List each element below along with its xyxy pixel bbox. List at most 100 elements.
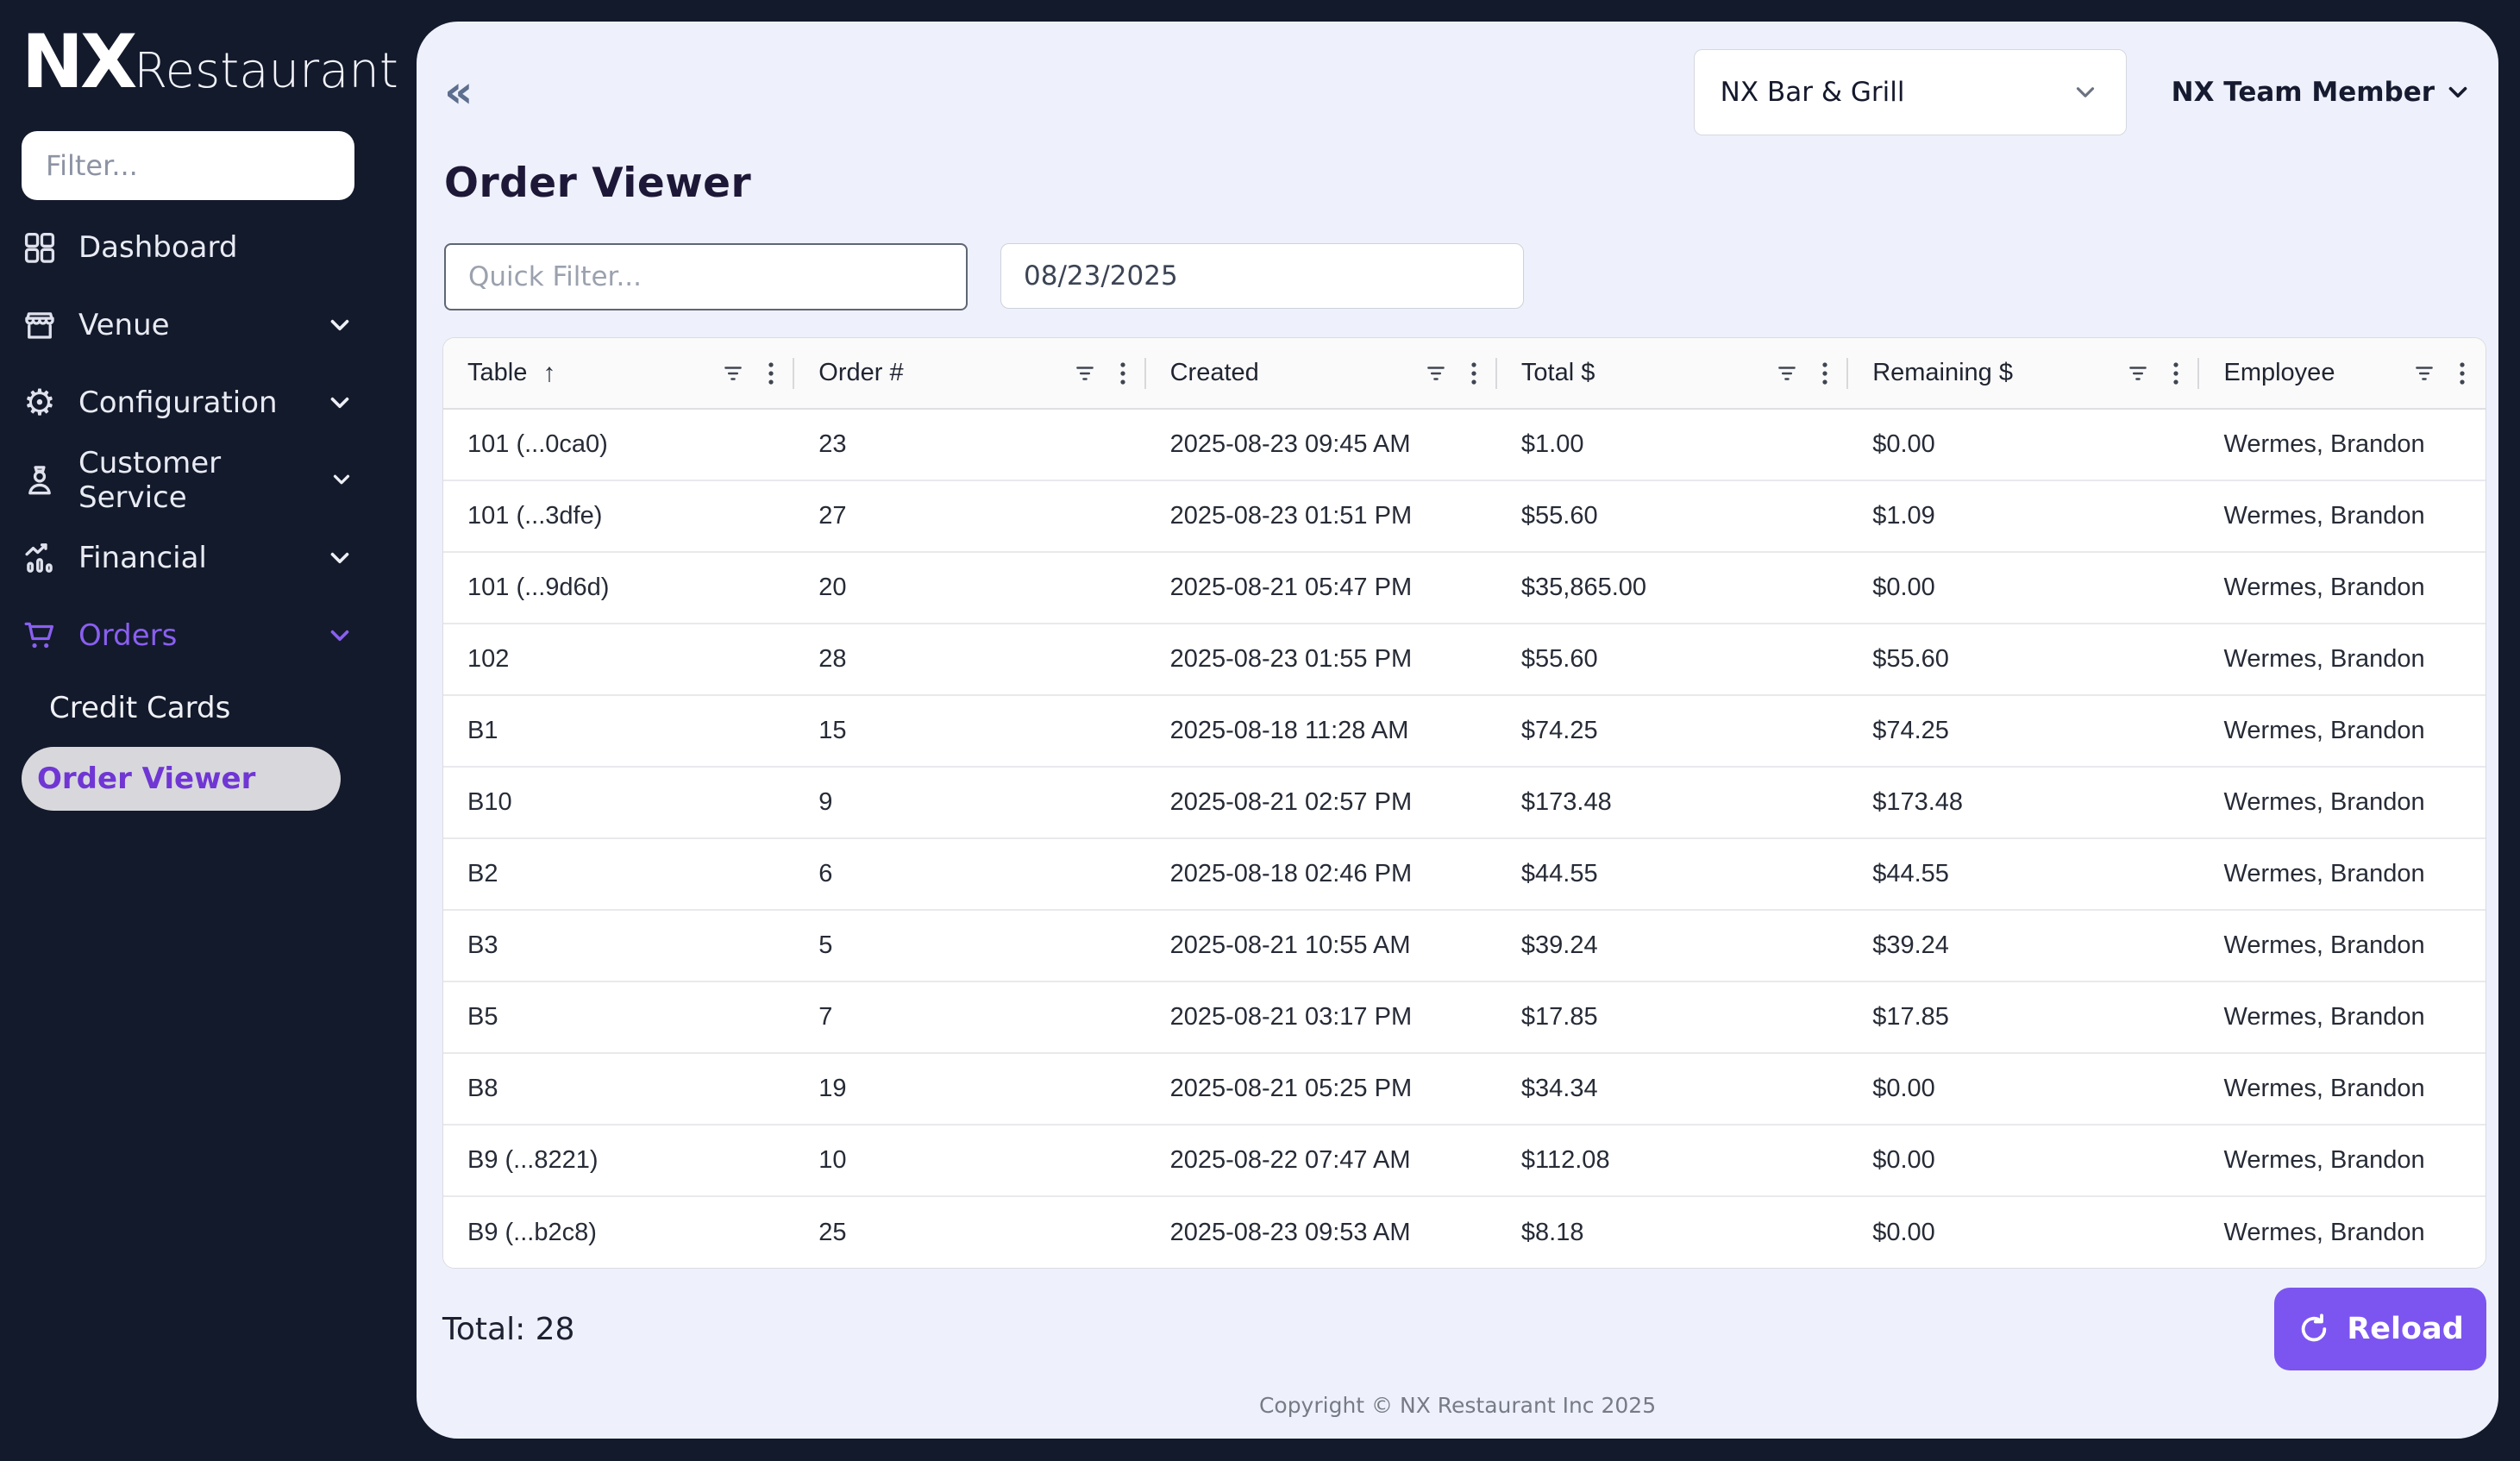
- venue-select-value: NX Bar & Grill: [1720, 77, 1905, 108]
- filter-icon[interactable]: [1776, 362, 1798, 385]
- cell-remaining: $55.60: [1848, 623, 2200, 695]
- filter-icon[interactable]: [1074, 362, 1096, 385]
- orders-table-card: Table ↑: [442, 337, 2487, 1269]
- cell-created: 2025-08-21 03:17 PM: [1145, 981, 1497, 1053]
- sidebar-item-label: Orders: [78, 618, 178, 653]
- table-header: Table ↑: [443, 338, 2486, 410]
- cell-order: 7: [794, 981, 1146, 1053]
- table-row[interactable]: 102 28 2025-08-23 01:55 PM $55.60 $55.60…: [443, 623, 2486, 695]
- cell-total: $8.18: [1496, 1195, 1849, 1268]
- cell-order: 6: [794, 837, 1146, 910]
- cell-employee: Wermes, Brandon: [2199, 1124, 2486, 1196]
- cell-order: 28: [794, 623, 1146, 695]
- cell-remaining: $173.48: [1848, 766, 2200, 838]
- filter-icon[interactable]: [722, 362, 744, 385]
- table-row[interactable]: 101 (...9d6d) 20 2025-08-21 05:47 PM $35…: [443, 551, 2486, 624]
- chevron-down-icon: [325, 621, 354, 650]
- main-panel: « NX Bar & Grill NX Team Member Order Vi…: [417, 22, 2499, 1439]
- table-row[interactable]: B8 19 2025-08-21 05:25 PM $34.34 $0.00 W…: [443, 1052, 2486, 1125]
- user-menu[interactable]: NX Team Member: [2172, 77, 2473, 108]
- sidebar: NX Restaurant Dashboard: [0, 0, 417, 1461]
- cell-created: 2025-08-23 09:53 AM: [1145, 1195, 1497, 1268]
- kebab-menu-icon[interactable]: [2458, 361, 2467, 386]
- venue-select[interactable]: NX Bar & Grill: [1693, 49, 2127, 135]
- total-count-label: Total: 28: [442, 1311, 575, 1347]
- cell-total: $112.08: [1496, 1124, 1849, 1196]
- column-header-created[interactable]: Created: [1145, 338, 1497, 410]
- table-row[interactable]: B10 9 2025-08-21 02:57 PM $173.48 $173.4…: [443, 766, 2486, 838]
- table-body: 101 (...0ca0) 23 2025-08-23 09:45 AM $1.…: [443, 409, 2486, 1268]
- cell-table: B8: [443, 1052, 795, 1125]
- table-row[interactable]: 101 (...0ca0) 23 2025-08-23 09:45 AM $1.…: [443, 409, 2486, 480]
- table-row[interactable]: B1 15 2025-08-18 11:28 AM $74.25 $74.25 …: [443, 694, 2486, 767]
- reload-button-label: Reload: [2347, 1312, 2464, 1346]
- cell-created: 2025-08-18 02:46 PM: [1145, 837, 1497, 910]
- cell-order: 25: [794, 1195, 1146, 1268]
- kebab-menu-icon[interactable]: [1119, 361, 1127, 386]
- column-header-remaining[interactable]: Remaining $: [1848, 338, 2200, 410]
- cell-table: B1: [443, 694, 795, 767]
- sidebar-subitem-order-viewer-active[interactable]: Order Viewer: [22, 747, 341, 811]
- cell-total: $55.60: [1496, 480, 1849, 552]
- sidebar-item-dashboard[interactable]: Dashboard: [22, 209, 354, 286]
- sidebar-nav: Dashboard Venue ⚙ Configuration: [22, 209, 354, 811]
- column-header-table[interactable]: Table ↑: [443, 338, 795, 410]
- top-bar-right: NX Bar & Grill NX Team Member: [1693, 49, 2473, 135]
- sidebar-filter-input[interactable]: [22, 131, 354, 200]
- cell-order: 10: [794, 1124, 1146, 1196]
- cell-total: $74.25: [1496, 694, 1849, 767]
- cell-created: 2025-08-21 02:57 PM: [1145, 766, 1497, 838]
- brand-name: Restaurant: [134, 43, 398, 99]
- cell-created: 2025-08-23 09:45 AM: [1169, 430, 1411, 458]
- date-input[interactable]: [1000, 243, 1524, 309]
- quick-filter-input[interactable]: [444, 243, 968, 310]
- chart-stats-icon: [22, 540, 58, 576]
- sidebar-item-venue[interactable]: Venue: [22, 286, 354, 364]
- shopping-cart-icon: [22, 618, 58, 654]
- column-header-total[interactable]: Total $: [1496, 338, 1849, 410]
- cell-order: 9: [794, 766, 1146, 838]
- dashboard-grid-icon: [22, 229, 58, 266]
- kebab-menu-icon[interactable]: [1821, 361, 1829, 386]
- table-row[interactable]: 101 (...3dfe) 27 2025-08-23 01:51 PM $55…: [443, 480, 2486, 552]
- cell-order: 19: [794, 1052, 1146, 1125]
- table-row[interactable]: B9 (...b2c8) 25 2025-08-23 09:53 AM $8.1…: [443, 1195, 2486, 1268]
- gear-icon: ⚙: [23, 381, 56, 423]
- chevron-down-icon: [2443, 78, 2473, 107]
- cell-table: B5: [443, 981, 795, 1053]
- cell-table: 101 (...0ca0): [467, 430, 608, 458]
- reload-button[interactable]: Reload: [2274, 1288, 2487, 1370]
- cell-employee: Wermes, Brandon: [2199, 480, 2486, 552]
- cell-table: B3: [443, 909, 795, 981]
- sidebar-item-label: Customer Service: [78, 446, 222, 515]
- table-row[interactable]: B2 6 2025-08-18 02:46 PM $44.55 $44.55 W…: [443, 837, 2486, 910]
- sidebar-item-customer-service[interactable]: Customer Service: [22, 442, 354, 519]
- cell-employee: Wermes, Brandon: [2199, 837, 2486, 910]
- sidebar-item-financial[interactable]: Financial: [22, 519, 354, 597]
- cell-table: B10: [443, 766, 795, 838]
- sidebar-subitem-label: Order Viewer: [37, 762, 256, 796]
- kebab-menu-icon[interactable]: [1470, 361, 1478, 386]
- user-menu-label: NX Team Member: [2171, 77, 2435, 108]
- cell-table: B9 (...8221): [443, 1124, 795, 1196]
- filter-row: [444, 243, 2498, 310]
- cell-employee: Wermes, Brandon: [2199, 766, 2486, 838]
- cell-employee: Wermes, Brandon: [2199, 623, 2486, 695]
- filter-icon[interactable]: [2127, 362, 2149, 385]
- column-header-employee[interactable]: Employee: [2199, 338, 2486, 410]
- kebab-menu-icon[interactable]: [767, 361, 775, 386]
- cell-total: $173.48: [1496, 766, 1849, 838]
- table-row[interactable]: B3 5 2025-08-21 10:55 AM $39.24 $39.24 W…: [443, 909, 2486, 981]
- sidebar-item-configuration[interactable]: ⚙ Configuration: [22, 364, 354, 442]
- sidebar-collapse-icon[interactable]: «: [444, 66, 473, 118]
- sidebar-subitem-credit-cards[interactable]: Credit Cards: [22, 674, 354, 742]
- orders-table: Table ↑: [443, 338, 2486, 1268]
- sidebar-item-orders[interactable]: Orders: [22, 597, 354, 674]
- cell-employee: Wermes, Brandon: [2199, 909, 2486, 981]
- table-row[interactable]: B9 (...8221) 10 2025-08-22 07:47 AM $112…: [443, 1124, 2486, 1196]
- kebab-menu-icon[interactable]: [2172, 361, 2180, 386]
- filter-icon[interactable]: [2413, 362, 2435, 385]
- table-row[interactable]: B5 7 2025-08-21 03:17 PM $17.85 $17.85 W…: [443, 981, 2486, 1053]
- column-header-order[interactable]: Order #: [794, 338, 1146, 410]
- filter-icon[interactable]: [1425, 362, 1447, 385]
